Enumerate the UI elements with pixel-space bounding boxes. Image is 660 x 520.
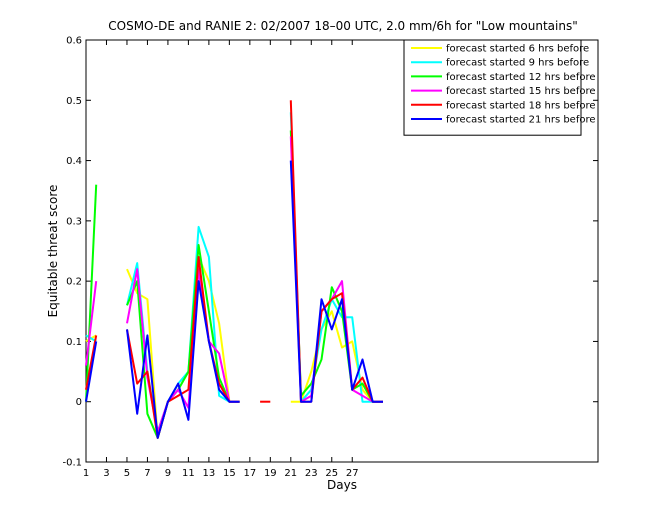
- x-tick-label: 15: [223, 468, 236, 479]
- x-tick-label: 23: [305, 468, 318, 479]
- legend-label: forecast started 6 hrs before: [446, 44, 589, 55]
- legend-label: forecast started 18 hrs before: [446, 100, 596, 111]
- series-line-6: [85, 341, 98, 402]
- x-tick-label: 27: [346, 468, 359, 479]
- y-tick-label: 0.3: [66, 216, 82, 227]
- legend-label: forecast started 21 hrs before: [446, 115, 596, 126]
- y-axis-label: Equitable threat score: [46, 185, 60, 318]
- series-lines: [85, 100, 383, 439]
- series-line-1: [290, 310, 383, 403]
- series-line-2: [289, 112, 383, 403]
- x-tick-label: 11: [182, 468, 195, 479]
- y-tick-label: 0.1: [66, 337, 82, 348]
- legend-label: forecast started 9 hrs before: [446, 58, 589, 69]
- x-tick-label: 3: [103, 468, 109, 479]
- y-tick-label: 0.6: [66, 36, 82, 47]
- series-line-5: [126, 256, 240, 439]
- series-line-4: [85, 280, 98, 366]
- axes-ticks: 1 3 5 7 9 11 13 15 17 19 21 23 25 27-0.100.10.20.30.4…: [62, 36, 598, 479]
- y-tick-label: 0.4: [66, 156, 82, 167]
- series-line-6: [126, 280, 240, 439]
- legend-label: forecast started 12 hrs before: [446, 72, 596, 83]
- legend: forecast started 6 hrs before forecast st…: [403, 39, 596, 136]
- x-tick-label: 25: [325, 468, 338, 479]
- x-tick-label: 1: [83, 468, 89, 479]
- x-tick-label: 21: [284, 468, 297, 479]
- x-tick-label: 17: [243, 468, 256, 479]
- x-tick-label: 7: [144, 468, 150, 479]
- legend-label: forecast started 15 hrs before: [446, 86, 596, 97]
- series-line-3: [289, 130, 383, 403]
- y-tick-label: 0: [76, 397, 82, 408]
- x-tick-label: 13: [203, 468, 216, 479]
- series-line-3: [126, 244, 240, 439]
- y-tick-label: 0.2: [66, 277, 82, 288]
- x-tick-label: 5: [124, 468, 130, 479]
- y-tick-label: 0.5: [66, 96, 82, 107]
- chart-title: COSMO-DE and RANIE 2: 02/2007 18–00 UTC,…: [108, 19, 578, 33]
- series-line-5: [85, 335, 98, 390]
- series-line-6: [289, 160, 383, 403]
- series-line-3: [85, 184, 98, 402]
- y-tick-label: -0.1: [62, 458, 82, 469]
- x-tick-label: 19: [264, 468, 277, 479]
- x-axis-label: Days: [327, 478, 357, 492]
- x-tick-label: 9: [165, 468, 171, 479]
- series-line-4: [289, 136, 383, 403]
